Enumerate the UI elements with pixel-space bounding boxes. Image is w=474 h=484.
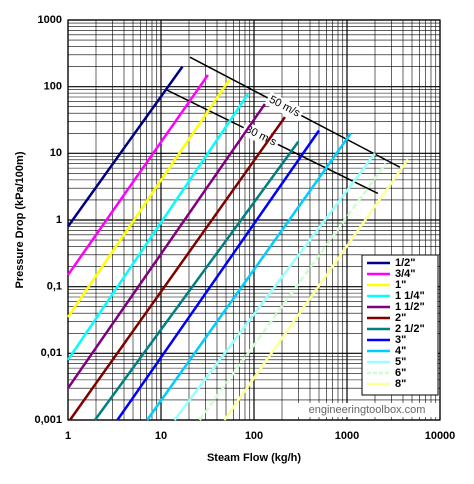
series-line <box>198 162 387 421</box>
plot-frame <box>67 19 441 421</box>
x-tick-label: 10 <box>155 430 167 442</box>
velocity-label-bg <box>264 91 305 122</box>
y-tick-label: 100 <box>44 81 62 93</box>
series-line <box>68 116 286 421</box>
legend-label: 6" <box>395 367 406 379</box>
y-tick-label: 10 <box>50 147 62 159</box>
legend-label: 5" <box>395 356 406 368</box>
legend-label: 8" <box>395 378 406 390</box>
x-tick-label: 1 <box>65 430 71 442</box>
series-line <box>173 152 376 421</box>
legend-label: 3" <box>395 334 406 346</box>
legend-box <box>361 254 439 396</box>
series-line <box>93 140 300 421</box>
velocity-label-bg <box>240 121 281 151</box>
y-tick-label: 0,01 <box>41 347 62 359</box>
x-tick-label: 10000 <box>425 430 456 442</box>
legend-label: 3/4" <box>395 268 416 280</box>
legend-label: 1/2" <box>395 257 416 269</box>
series-line <box>66 78 231 318</box>
legend-label: 2" <box>395 312 406 324</box>
y-axis-label: Pressure Drop (kPa/100m) <box>14 151 26 288</box>
y-tick-label: 1 <box>56 214 62 226</box>
series-line <box>66 65 184 228</box>
x-axis-label: Steam Flow (kg/h) <box>207 452 301 464</box>
y-tick-label: 0,001 <box>34 414 62 426</box>
legend-label: 2 1/2" <box>395 323 425 335</box>
series-line <box>146 132 352 421</box>
watermark: engineeringtoolbox.com <box>309 404 426 416</box>
series-line <box>66 74 210 276</box>
series-line <box>116 129 321 421</box>
x-tick-label: 100 <box>245 430 263 442</box>
y-tick-label: 1000 <box>38 14 62 26</box>
legend-label: 1 1/4" <box>395 290 425 302</box>
y-tick-label: 0,1 <box>47 281 62 293</box>
watermark-bg <box>296 403 438 417</box>
x-tick-label: 1000 <box>335 430 359 442</box>
legend-label: 1 1/2" <box>395 301 425 313</box>
legend-label: 1" <box>395 279 406 291</box>
series-line <box>66 103 266 389</box>
series-line <box>66 93 249 361</box>
legend-label: 4" <box>395 345 406 357</box>
series-line <box>223 159 409 421</box>
